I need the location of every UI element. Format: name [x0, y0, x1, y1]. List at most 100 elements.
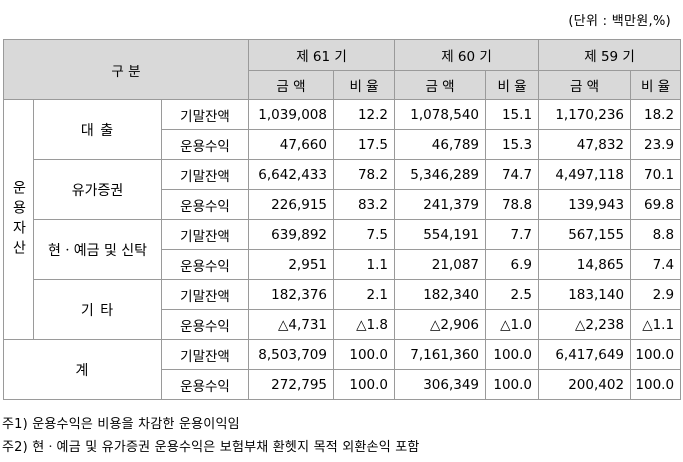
unit-note: (단위 : 백만원,%) [568, 14, 671, 29]
group-name: 대 출 [33, 99, 162, 160]
item-label: 기말잔액 [161, 159, 249, 190]
item-label: 운용수익 [161, 129, 249, 160]
cell-value: 639,892 [248, 219, 334, 250]
item-label: 운용수익 [161, 309, 249, 340]
cell-value: 2.1 [332, 279, 396, 310]
item-label: 운용수익 [161, 249, 249, 280]
cell-value: 15.1 [485, 99, 540, 130]
cell-value: 306,349 [394, 369, 487, 400]
cell-value: 69.8 [630, 189, 682, 220]
table-row: 운용수익 47,660 17.5 46,789 15.3 47,832 23.9 [4, 129, 682, 160]
cell-value: 1,039,008 [248, 99, 334, 130]
cell-value: 567,155 [538, 219, 632, 250]
footnote: 주2) 현ㆍ예금 및 유가증권 운용수익은 보험부채 환헷지 목적 외환손익 포… [2, 440, 420, 455]
cell-value: 8,503,709 [248, 339, 334, 370]
item-label: 운용수익 [161, 189, 249, 220]
cell-value: 5,346,289 [394, 159, 487, 190]
cell-value: △4,731 [248, 309, 334, 340]
cell-value: 8.8 [630, 219, 682, 250]
cell-value: 1.1 [332, 249, 396, 280]
table-row: 운용수익 272,795 100.0 306,349 100.0 200,402… [4, 369, 682, 400]
table-header: 구 분 제 61 기 제 60 기 제 59 기 금 액 비 율 금 액 비 율… [3, 39, 682, 100]
cell-value: 12.2 [332, 99, 396, 130]
cell-value: 18.2 [630, 99, 682, 130]
header-period-61: 제 61 기 [247, 39, 396, 71]
cell-value: 272,795 [248, 369, 334, 400]
cell-value: 100.0 [332, 339, 396, 370]
item-label: 기말잔액 [161, 219, 249, 250]
group-name: 현ㆍ예금 및 신탁 [33, 219, 162, 280]
cell-value: 100.0 [485, 369, 540, 400]
header-amount: 금 액 [394, 70, 487, 100]
total-label: 계 [3, 339, 162, 400]
cell-value: 554,191 [394, 219, 487, 250]
cell-value: 7.7 [485, 219, 540, 250]
table-body: 운용자산 대 출 기말잔액 1,039,008 12.2 1,078,540 1… [3, 99, 682, 400]
cell-value: 100.0 [630, 339, 682, 370]
cell-value: 4,497,118 [538, 159, 632, 190]
table-row: 운용수익 226,915 83.2 241,379 78.8 139,943 6… [4, 189, 682, 220]
cell-value: 226,915 [248, 189, 334, 220]
table-row: 운용수익 △4,731 △1.8 △2,906 △1.0 △2,238 △1.1 [4, 309, 682, 340]
cell-value: 139,943 [538, 189, 632, 220]
cell-value: 200,402 [538, 369, 632, 400]
table-row: 운용자산 대 출 기말잔액 1,039,008 12.2 1,078,540 1… [3, 99, 682, 340]
cell-value: 100.0 [630, 369, 682, 400]
cell-value: 21,087 [394, 249, 487, 280]
cell-value: 14,865 [538, 249, 632, 280]
header-period-59: 제 59 기 [538, 39, 682, 71]
cell-value: 182,340 [394, 279, 487, 310]
table-row: 유가증권 기말잔액 6,642,433 78.2 5,346,289 74.7 … [4, 159, 682, 220]
cell-value: 23.9 [630, 129, 682, 160]
table-row: 현ㆍ예금 및 신탁 기말잔액 639,892 7.5 554,191 7.7 5… [4, 219, 682, 280]
cell-value: 100.0 [332, 369, 396, 400]
item-label: 기말잔액 [161, 279, 249, 310]
cell-value: 78.2 [332, 159, 396, 190]
cell-value: 7.5 [332, 219, 396, 250]
cell-value: 47,660 [248, 129, 334, 160]
cell-value: 74.7 [485, 159, 540, 190]
header-ratio: 비 율 [332, 70, 396, 100]
table-row: 운용수익 2,951 1.1 21,087 6.9 14,865 7.4 [4, 249, 682, 280]
cell-value: 2.5 [485, 279, 540, 310]
item-label: 기말잔액 [161, 339, 249, 370]
row-group-label: 운용자산 [3, 99, 34, 340]
header-period-60: 제 60 기 [394, 39, 540, 71]
cell-value: △1.1 [630, 309, 682, 340]
item-label: 운용수익 [161, 369, 249, 400]
cell-value: 47,832 [538, 129, 632, 160]
group-name: 유가증권 [33, 159, 162, 220]
cell-value: 1,078,540 [394, 99, 487, 130]
cell-value: 2,951 [248, 249, 334, 280]
item-label: 기말잔액 [161, 99, 249, 130]
header-amount: 금 액 [248, 70, 334, 100]
group-name: 기 타 [33, 279, 162, 340]
cell-value: 182,376 [248, 279, 334, 310]
cell-value: 241,379 [394, 189, 487, 220]
cell-value: 15.3 [485, 129, 540, 160]
cell-value: 2.9 [630, 279, 682, 310]
header-category: 구 분 [3, 39, 249, 100]
header-ratio: 비 율 [485, 70, 540, 100]
cell-value: 7.4 [630, 249, 682, 280]
asset-table: 구 분 제 61 기 제 60 기 제 59 기 금 액 비 율 금 액 비 율… [3, 39, 682, 400]
cell-value: 6,642,433 [248, 159, 334, 190]
cell-value: △1.0 [485, 309, 540, 340]
cell-value: 1,170,236 [538, 99, 632, 130]
header-amount: 금 액 [538, 70, 632, 100]
cell-value: 183,140 [538, 279, 632, 310]
cell-value: 17.5 [332, 129, 396, 160]
cell-value: △2,906 [394, 309, 487, 340]
table-row: 기 타 기말잔액 182,376 2.1 182,340 2.5 183,140… [4, 279, 682, 340]
cell-value: △1.8 [332, 309, 396, 340]
cell-value: 7,161,360 [394, 339, 487, 370]
cell-value: 100.0 [485, 339, 540, 370]
table-row: 계 기말잔액 8,503,709 100.0 7,161,360 100.0 6… [3, 339, 682, 400]
cell-value: 70.1 [630, 159, 682, 190]
cell-value: △2,238 [538, 309, 632, 340]
header-ratio: 비 율 [630, 70, 682, 100]
cell-value: 83.2 [332, 189, 396, 220]
cell-value: 78.8 [485, 189, 540, 220]
cell-value: 46,789 [394, 129, 487, 160]
footnote: 주1) 운용수익은 비용을 차감한 운용이익임 [2, 417, 240, 432]
